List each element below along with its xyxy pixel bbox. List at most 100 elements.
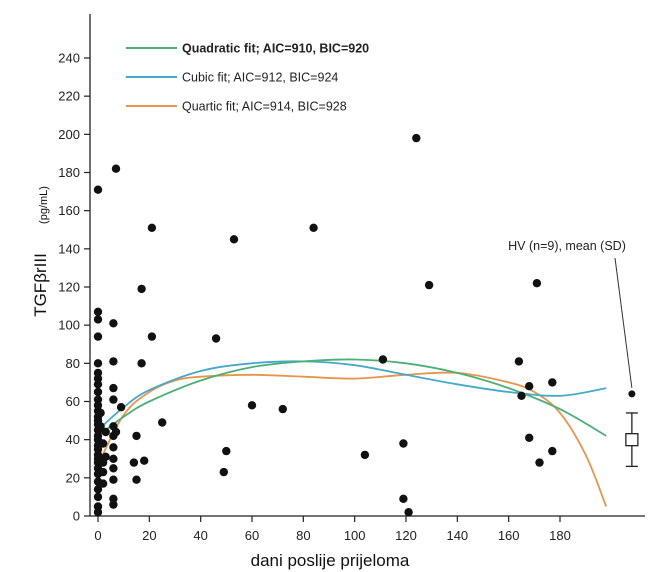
data-point [93,380,103,389]
data-point [109,454,118,463]
y-tick-label: 140 [58,241,80,256]
data-point [360,450,370,460]
data-point [93,315,103,324]
y-tick-label: 220 [58,89,80,104]
y-tick-label: 240 [58,51,80,66]
y-axis-title: TGFβrIII [31,253,50,317]
data-point [93,185,103,194]
x-tick-label: 160 [498,528,520,543]
data-point [98,467,108,477]
data-point [535,458,544,467]
x-tick-label: 180 [549,528,571,543]
x-tick-label: 140 [446,528,468,543]
data-points [93,133,557,517]
data-point [111,164,121,173]
data-point [247,401,257,410]
x-tick-label: 100 [344,528,366,543]
axes: 0 20 40 60 80 100 120 140 160 180 200 220 240 0 20 40 60… [58,14,645,543]
data-point [137,359,146,368]
data-point [514,357,524,366]
data-point [525,433,534,442]
y-axis-unit: (pg/mL) [38,186,50,224]
data-point [517,391,526,400]
data-point [96,422,105,431]
healthy-volunteers-marker: HV (n=9), mean (SD) [508,239,639,468]
data-point [412,133,421,143]
data-point [158,418,167,427]
data-point [222,446,231,456]
data-point [525,382,534,391]
data-point [548,446,557,456]
hv-mean-marker [625,433,639,447]
x-tick-label: 40 [193,528,207,543]
data-point [93,492,103,502]
y-tick-label: 0 [73,509,80,524]
data-point [101,427,110,437]
y-tick-label: 180 [58,165,80,180]
data-point [424,280,434,290]
data-point [109,357,118,366]
quartic-legend-label: Quartic fit; AIC=914, BIC=928 [182,100,347,114]
hv-leader-line [614,257,633,388]
data-point [109,475,118,484]
data-point [532,279,542,288]
x-axis-title: dani poslije prijeloma [251,551,410,570]
data-point [109,500,118,509]
data-point [109,494,118,503]
data-point [111,427,121,437]
x-tick-label: 60 [245,528,259,543]
data-point [93,485,103,494]
data-point [109,395,118,404]
data-point [399,439,408,448]
data-point [93,387,103,397]
legend: Quadratic fit; AIC=910, BIC=920 Cubic fit… [126,42,369,114]
y-tick-label: 100 [58,318,80,333]
hv-data-point [628,390,636,398]
data-point [378,355,388,364]
x-tick-label: 20 [142,528,156,543]
data-point [98,479,108,488]
cubic-fit-curve [97,360,607,431]
fit-curves [97,358,608,507]
data-point [116,403,126,412]
data-point [98,439,108,448]
data-point [147,223,157,232]
data-point [211,334,221,343]
data-point [132,475,141,484]
data-point [109,319,118,328]
data-point [109,443,118,452]
data-point [278,404,287,414]
quadratic-legend-label: Quadratic fit; AIC=910, BIC=920 [182,42,369,56]
cubic-legend-label: Cubic fit; AIC=912, BIC=924 [182,71,338,85]
x-tick-label: 0 [94,528,101,543]
data-point [309,223,318,232]
x-tick-label: 80 [296,528,310,543]
y-tick-label: 20 [66,470,80,485]
data-point [147,332,157,341]
y-tick-label: 160 [58,203,80,218]
hv-label: HV (n=9), mean (SD) [508,239,626,253]
data-point [109,464,118,473]
y-tick-label: 120 [58,280,80,295]
data-point [93,359,103,368]
quadratic-fit-curve [97,358,607,437]
data-point [399,494,408,503]
data-point [93,508,103,517]
data-point [132,431,141,441]
data-point [93,332,103,341]
data-point [96,408,105,418]
data-point [109,383,118,393]
x-tick-label: 120 [395,528,417,543]
y-tick-label: 200 [58,127,80,142]
y-tick-label: 60 [66,394,80,409]
y-tick-label: 40 [66,432,80,447]
data-point [93,307,103,316]
data-point [548,378,557,387]
y-tick-label: 80 [66,356,80,371]
data-point [137,284,146,294]
data-point [229,235,239,244]
data-point [129,458,139,467]
data-point [101,452,110,461]
